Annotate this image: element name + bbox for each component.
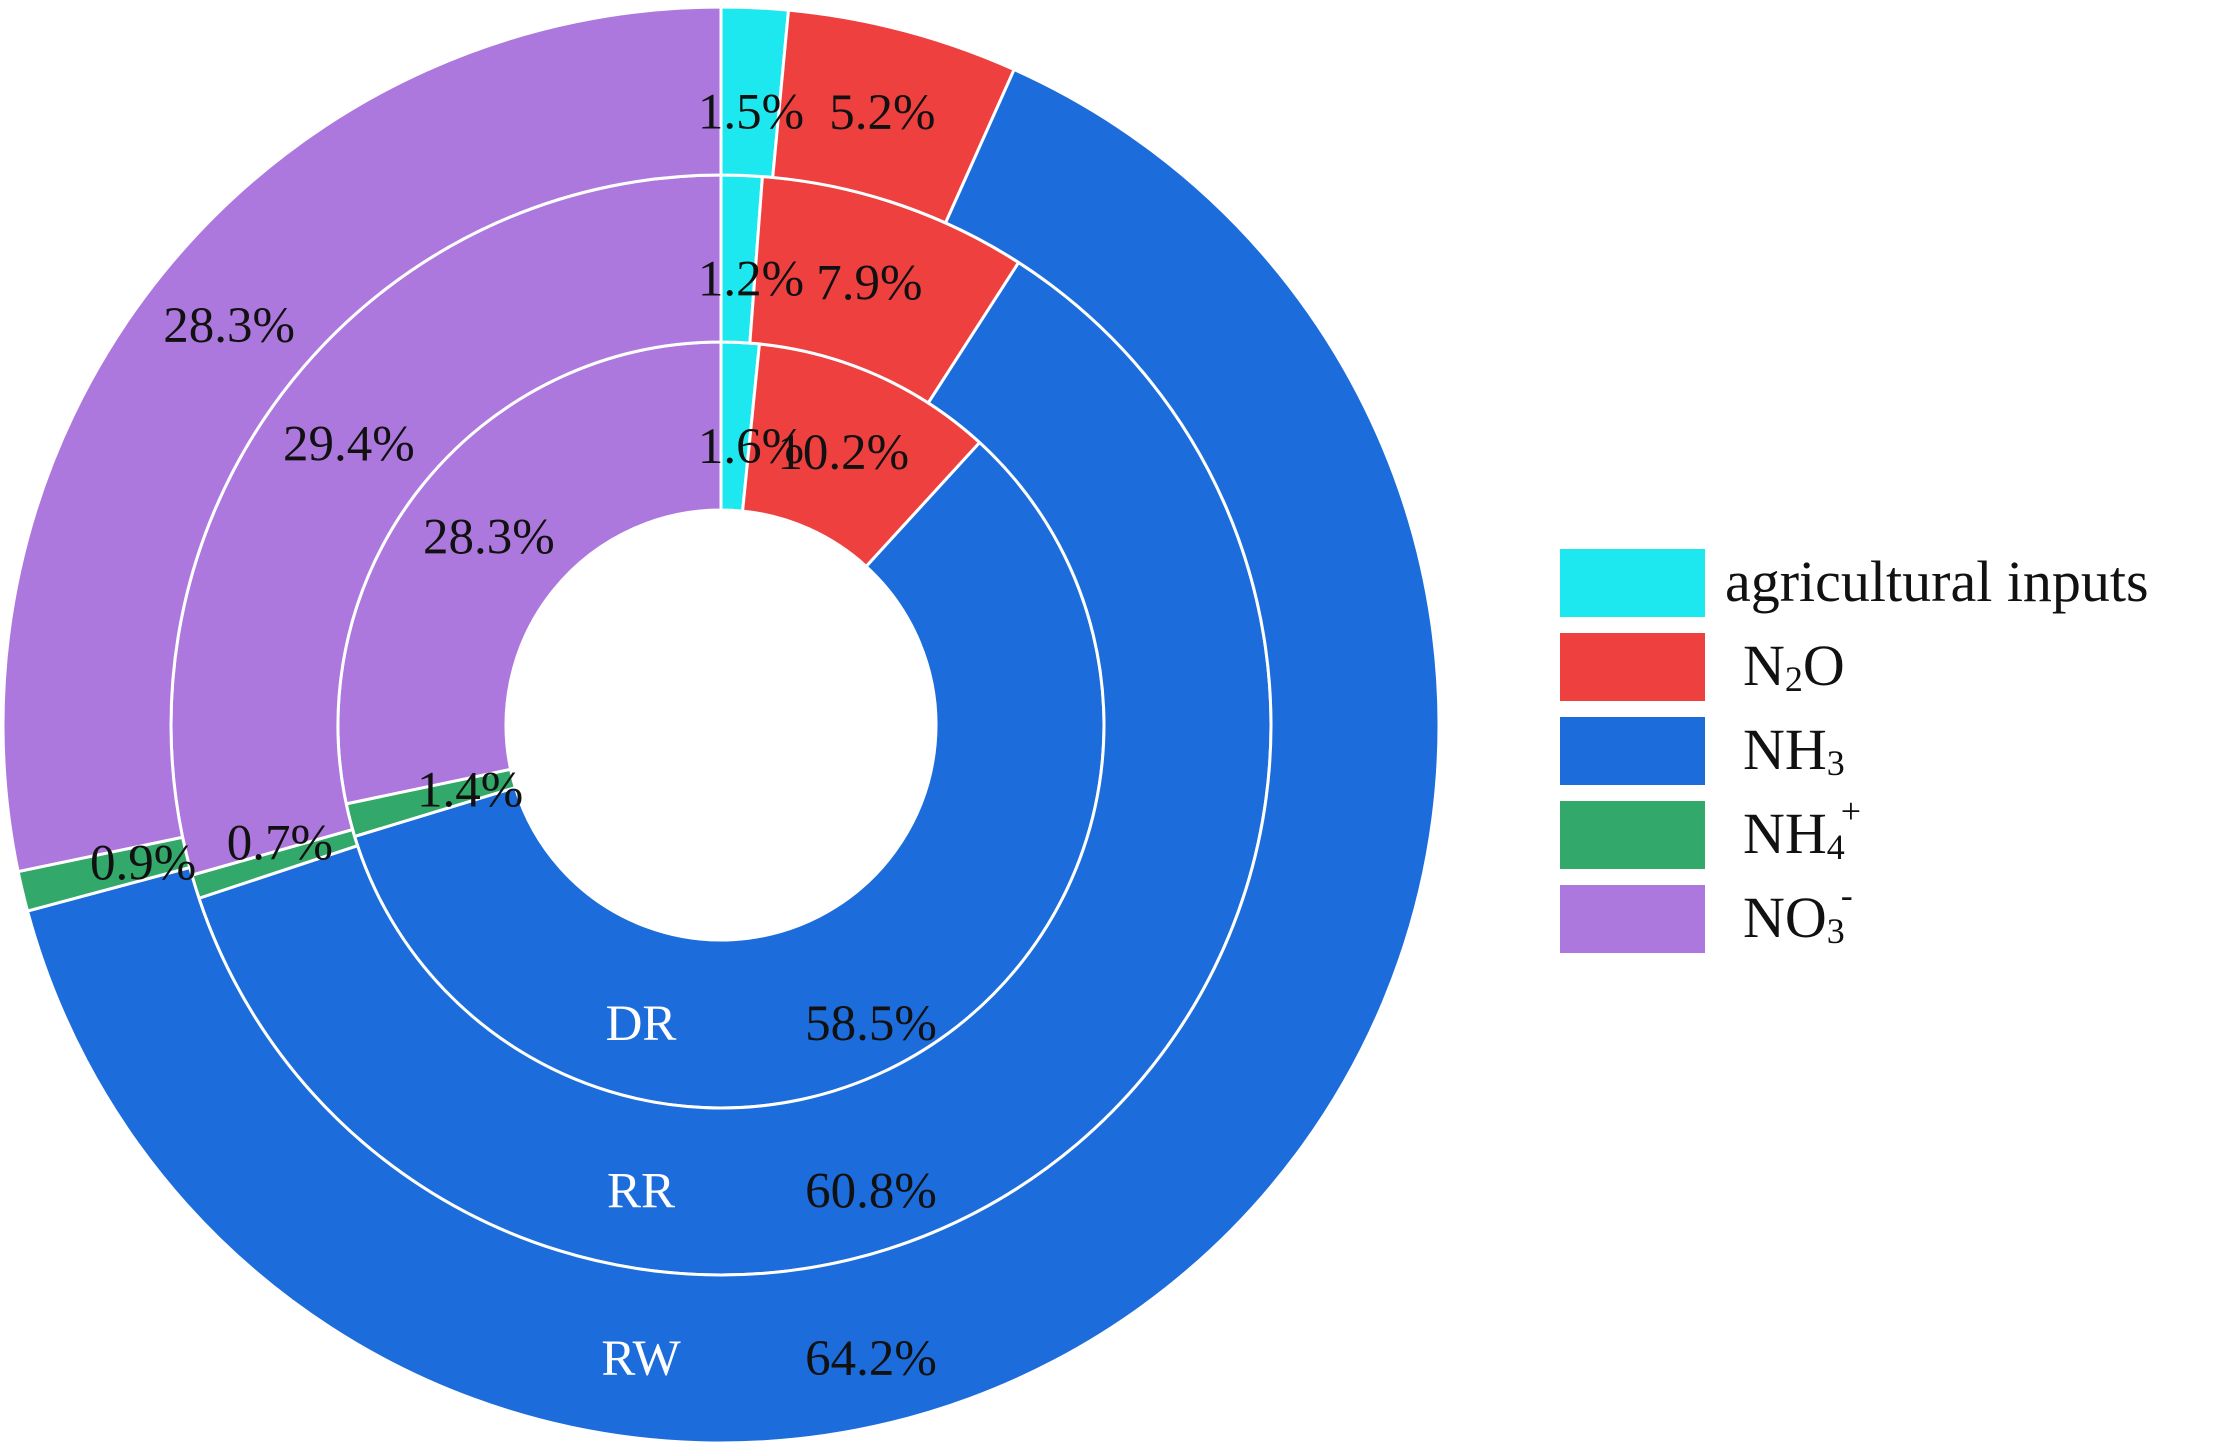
slice-label-rr-nh4-plus: 0.7%	[227, 815, 333, 871]
legend-swatch-n2o	[1560, 633, 1705, 701]
legend-swatch-nh4-plus	[1560, 801, 1705, 869]
ring-name-rw: RW	[601, 1331, 681, 1387]
slice-rw-nh3	[25, 67, 1441, 1445]
slice-label-rr-nh3: 60.8%	[805, 1164, 937, 1220]
legend-swatch-agricultural-inputs	[1560, 549, 1705, 617]
legend-label-nh4-plus: NH4+	[1743, 791, 1861, 867]
slice-label-rw-agricultural-inputs: 1.5%	[698, 84, 804, 140]
legend: agricultural inputs N2O NH3 NH4+ NO3-	[1560, 549, 2149, 953]
slice-label-dr-n2o: 10.2%	[777, 425, 909, 481]
slice-label-rw-n2o: 5.2%	[829, 85, 935, 141]
slice-label-rr-no3-minus: 29.4%	[283, 417, 415, 473]
legend-label-agricultural-inputs: agricultural inputs	[1725, 549, 2149, 614]
slice-label-rr-n2o: 7.9%	[816, 256, 922, 312]
slice-label-dr-nh4-plus: 1.4%	[417, 762, 523, 818]
slice-labels: 1.6%10.2% 58.5% DR 1.4% 28.3% 1.2% 7.9% 60.8% RR…	[90, 84, 937, 1387]
legend-label-no3-minus: NO3-	[1743, 875, 1853, 951]
legend-swatch-nh3	[1560, 717, 1705, 785]
slice-label-dr-agricultural-inputs: 1.6%	[698, 419, 804, 475]
slice-label-rw-nh4-plus: 0.9%	[90, 836, 196, 892]
legend-swatch-no3-minus	[1560, 885, 1705, 953]
slice-label-dr-no3-minus: 28.3%	[423, 510, 555, 566]
ring-name-rr: RR	[607, 1164, 675, 1220]
slice-label-rw-no3-minus: 28.3%	[163, 298, 295, 354]
slice-label-rr-agricultural-inputs: 1.2%	[698, 252, 804, 308]
ring-name-dr: DR	[606, 996, 677, 1052]
slice-label-dr-nh3: 58.5%	[805, 996, 937, 1052]
slice-label-rw-nh3: 64.2%	[805, 1331, 937, 1387]
legend-label-nh3: NH3	[1743, 717, 1845, 783]
donut-rings	[1, 5, 1441, 1445]
legend-label-n2o: N2O	[1743, 633, 1845, 699]
slice-rw-no3-minus	[1, 5, 723, 874]
